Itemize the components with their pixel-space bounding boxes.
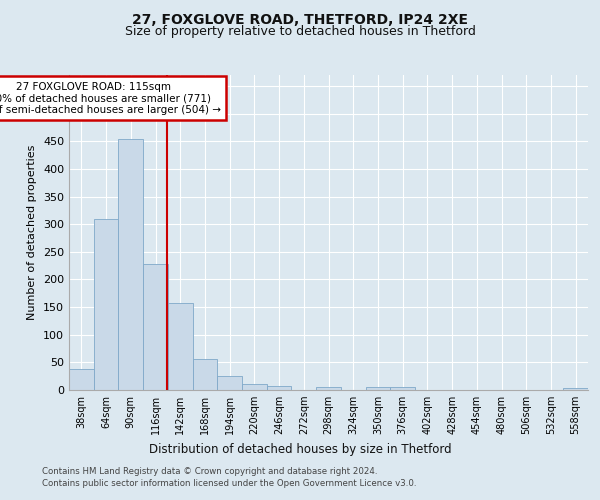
Y-axis label: Number of detached properties: Number of detached properties: [28, 145, 37, 320]
Bar: [193, 358, 217, 390]
Bar: [242, 384, 267, 390]
Bar: [168, 302, 193, 390]
Bar: [69, 369, 94, 390]
Text: Distribution of detached houses by size in Thetford: Distribution of detached houses by size …: [149, 442, 451, 456]
Bar: [316, 387, 341, 390]
Bar: [143, 264, 168, 390]
Bar: [563, 388, 588, 390]
Bar: [267, 386, 292, 390]
Text: Contains public sector information licensed under the Open Government Licence v3: Contains public sector information licen…: [42, 479, 416, 488]
Bar: [365, 387, 390, 390]
Bar: [217, 376, 242, 390]
Text: 27, FOXGLOVE ROAD, THETFORD, IP24 2XE: 27, FOXGLOVE ROAD, THETFORD, IP24 2XE: [132, 12, 468, 26]
Bar: [94, 218, 118, 390]
Text: Contains HM Land Registry data © Crown copyright and database right 2024.: Contains HM Land Registry data © Crown c…: [42, 468, 377, 476]
Text: Size of property relative to detached houses in Thetford: Size of property relative to detached ho…: [125, 25, 475, 38]
Bar: [390, 387, 415, 390]
Bar: [118, 138, 143, 390]
Text: 27 FOXGLOVE ROAD: 115sqm
← 60% of detached houses are smaller (771)
39% of semi-: 27 FOXGLOVE ROAD: 115sqm ← 60% of detach…: [0, 82, 221, 115]
